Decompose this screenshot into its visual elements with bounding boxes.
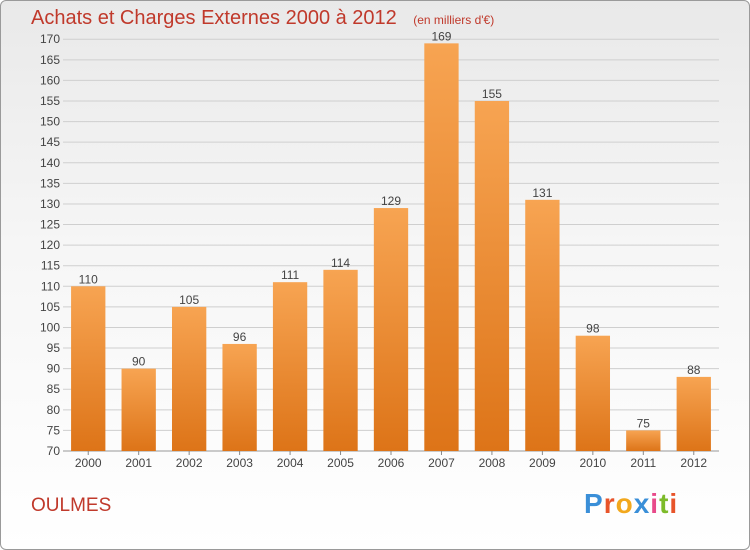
bar-value-label: 155: [482, 87, 502, 101]
y-tick-label: 165: [40, 53, 60, 67]
bar: [525, 199, 560, 451]
x-tick-label: 2008: [479, 456, 506, 470]
chart-unit: (en milliers d'€): [413, 13, 495, 27]
logo-letter: r: [603, 488, 616, 519]
bar: [121, 368, 156, 451]
y-tick-label: 125: [40, 218, 60, 232]
y-tick-label: 70: [47, 444, 61, 458]
x-tick-label: 2010: [579, 456, 606, 470]
bar-value-label: 114: [331, 256, 350, 270]
bar: [474, 101, 510, 451]
bar: [676, 376, 711, 451]
y-tick-label: 110: [41, 279, 60, 293]
x-tick-label: 2005: [327, 456, 354, 470]
x-tick-label: 2002: [176, 456, 203, 470]
y-tick-label: 90: [47, 362, 61, 376]
x-tick-label: 2006: [378, 456, 405, 470]
y-tick-label: 80: [47, 403, 61, 417]
bar: [373, 208, 409, 451]
chart-title: Achats et Charges Externes 2000 à 2012: [31, 7, 397, 29]
logo-letter: P: [584, 488, 604, 519]
bar-value-label: 75: [637, 416, 651, 430]
commune-name: OULMES: [31, 495, 112, 516]
bars: 110 90 105 96 111 114 129 169 155 131 98 75 88: [71, 29, 711, 452]
logo-letter: i: [650, 488, 660, 519]
x-tick-label: 2011: [630, 456, 656, 470]
bar: [222, 343, 257, 451]
logo-letter: x: [633, 488, 651, 519]
x-tick-label: 2007: [428, 456, 455, 470]
y-tick-label: 115: [41, 259, 60, 273]
y-tick-label: 105: [40, 300, 60, 314]
bar: [71, 286, 106, 451]
bar-value-label: 90: [132, 355, 146, 369]
x-tick-label: 2009: [529, 456, 556, 470]
x-tick-label: 2003: [226, 456, 253, 470]
proxiti-logo: Proxiti: [584, 488, 678, 520]
x-tick-label: 2012: [680, 456, 707, 470]
bar: [272, 282, 308, 451]
x-tick-label: 2004: [277, 456, 304, 470]
y-tick-label: 145: [40, 135, 60, 149]
bar-value-label: 111: [281, 268, 300, 282]
y-tick-label: 140: [40, 156, 60, 170]
y-tick-label: 160: [40, 73, 60, 87]
bar-value-label: 88: [687, 363, 701, 377]
bar: [575, 335, 611, 451]
bar-value-label: 110: [79, 272, 98, 286]
bar-value-label: 129: [381, 194, 401, 208]
y-tick-label: 95: [47, 341, 61, 355]
bar: [424, 43, 459, 452]
y-tick-label: 100: [40, 320, 60, 334]
bar-value-label: 131: [532, 186, 552, 200]
bar-value-label: 169: [431, 29, 451, 43]
y-tick-label: 150: [40, 115, 60, 129]
y-tick-label: 120: [40, 238, 60, 252]
x-axis-labels: 2000 2001 2002 2003 2004 2005 2006 2007 2008 2009…: [75, 451, 707, 470]
x-tick-label: 2000: [75, 456, 102, 470]
y-tick-label: 155: [40, 94, 60, 108]
title-row: Achats et Charges Externes 2000 à 2012 (…: [31, 7, 494, 30]
bar-value-label: 96: [233, 330, 247, 344]
logo-letter: t: [659, 488, 670, 519]
logo-letter: o: [615, 488, 634, 519]
y-tick-label: 170: [40, 32, 60, 46]
bar-value-label: 105: [179, 293, 199, 307]
y-tick-label: 130: [40, 197, 60, 211]
y-axis-labels: 70 75 80 85 90 95 100 105 110 115 120 125 130 135 140 1…: [40, 32, 60, 458]
y-tick-label: 135: [40, 176, 60, 190]
bar: [171, 306, 207, 451]
x-tick-label: 2001: [125, 456, 152, 470]
logo-letter: i: [669, 488, 679, 519]
bar: [626, 430, 661, 451]
bar: [323, 269, 358, 451]
y-tick-label: 75: [47, 423, 61, 437]
y-tick-label: 85: [47, 382, 61, 396]
bar-value-label: 98: [586, 322, 600, 336]
